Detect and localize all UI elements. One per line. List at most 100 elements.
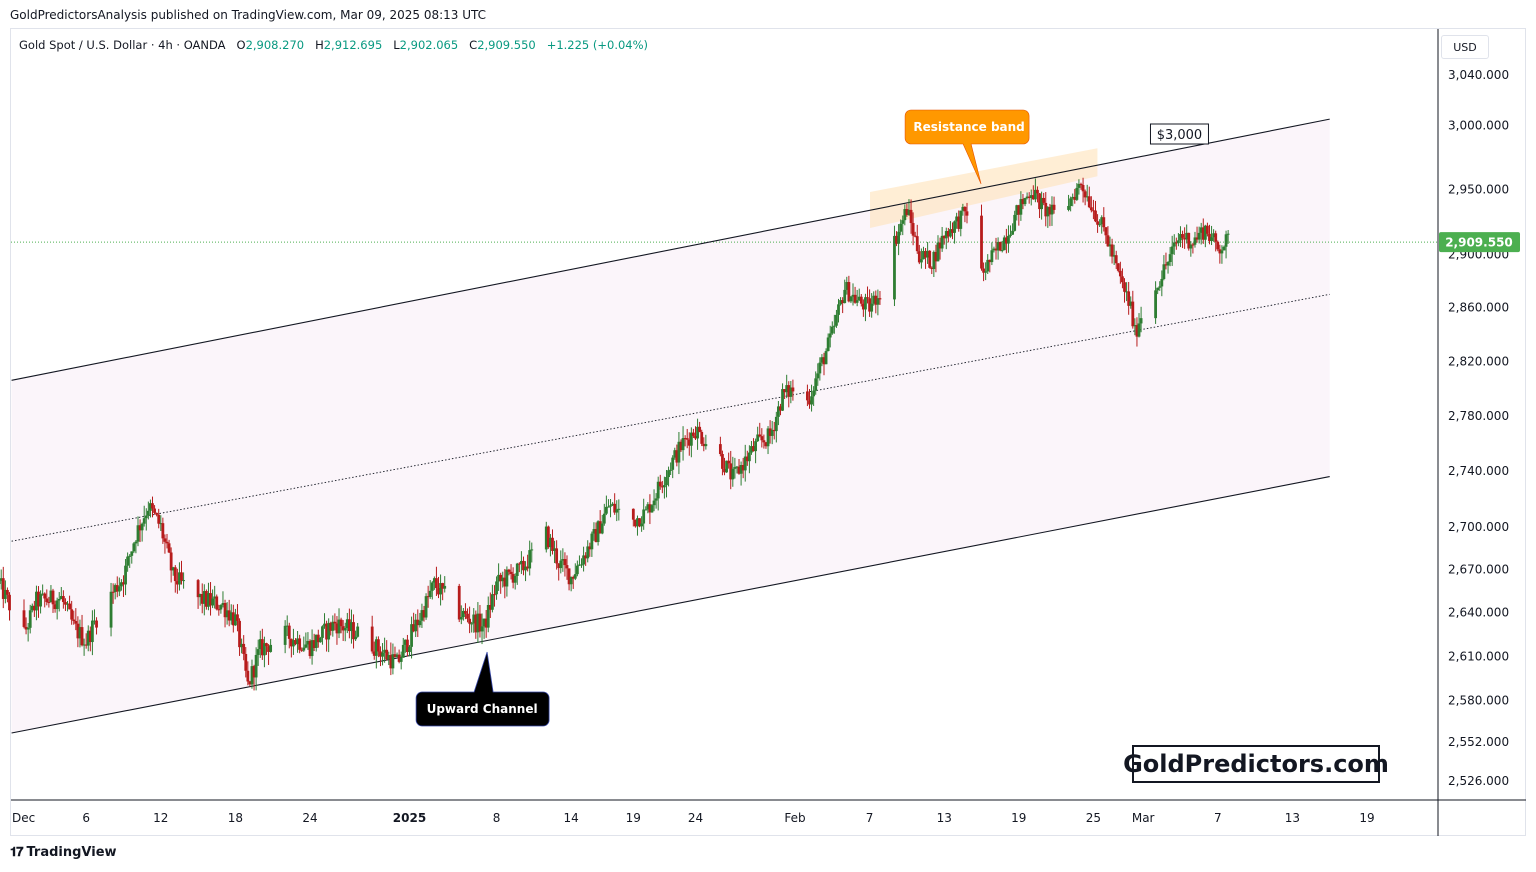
candle	[700, 429, 704, 447]
candle	[752, 438, 755, 452]
candle	[356, 622, 360, 638]
candle	[1106, 226, 1110, 247]
candle	[808, 389, 811, 409]
candle	[495, 576, 498, 600]
price-3000-label[interactable]: $3,000	[1149, 123, 1209, 145]
candle	[414, 613, 418, 638]
candle	[667, 466, 670, 487]
candle	[1098, 219, 1102, 228]
candle	[3, 580, 7, 604]
candle	[72, 610, 76, 625]
candle	[1019, 191, 1023, 221]
candle	[1201, 218, 1205, 244]
candle	[499, 572, 503, 594]
candle	[289, 638, 293, 658]
candle	[437, 576, 440, 599]
candle	[41, 584, 45, 596]
candle	[785, 374, 789, 399]
candle	[323, 613, 326, 629]
channel-upper[interactable]	[11, 118, 1330, 381]
candle	[350, 609, 353, 644]
candle	[750, 440, 753, 455]
candle	[1118, 261, 1122, 284]
candle	[663, 476, 666, 499]
candle	[399, 651, 403, 670]
candle	[1104, 227, 1108, 244]
candle	[812, 386, 816, 406]
candle	[165, 533, 169, 549]
candle	[723, 457, 726, 476]
candle	[766, 426, 770, 455]
channel-middle[interactable]	[11, 293, 1330, 542]
candle	[327, 618, 331, 653]
candle	[1195, 226, 1199, 243]
axes-layer: 3,040.0003,000.0002,950.0002,900.0002,86…	[11, 29, 1526, 836]
candle	[1197, 226, 1201, 244]
candle	[584, 552, 588, 566]
candle	[1154, 281, 1158, 324]
candle	[1179, 226, 1182, 248]
candle	[638, 518, 641, 528]
resistance-band-callout[interactable]: Resistance band	[904, 109, 1030, 185]
currency-button[interactable]: USD	[1441, 35, 1489, 59]
candle	[513, 573, 517, 590]
y-tick-label: 3,040.000	[1448, 68, 1509, 82]
candle	[84, 633, 88, 649]
candle	[1116, 263, 1120, 273]
candle	[480, 613, 484, 645]
candle	[155, 512, 159, 517]
candle	[934, 244, 938, 273]
candle	[258, 630, 262, 658]
candle	[1187, 232, 1191, 251]
candle	[51, 588, 55, 613]
candle	[816, 363, 820, 386]
channel-lower[interactable]	[11, 476, 1330, 734]
candle	[675, 444, 679, 467]
candle	[1156, 287, 1160, 295]
candle	[996, 237, 1000, 260]
candle	[1089, 196, 1093, 213]
candle	[772, 421, 776, 440]
candle	[1021, 193, 1025, 210]
candle	[163, 534, 167, 554]
candle	[924, 248, 927, 269]
x-tick-label: 7	[866, 811, 874, 825]
candle	[1170, 235, 1174, 266]
legend-close-label: C	[469, 38, 478, 52]
candle	[354, 630, 358, 641]
candle	[642, 498, 646, 530]
candle	[1166, 261, 1170, 274]
candle	[476, 602, 480, 644]
candle	[853, 286, 857, 304]
candle	[321, 625, 324, 645]
candle	[571, 575, 575, 589]
candle	[944, 227, 948, 250]
candle	[779, 403, 782, 416]
candle	[959, 210, 963, 237]
upward-channel-callout[interactable]: Upward Channel	[415, 651, 550, 727]
candle	[285, 615, 289, 636]
candle	[957, 210, 961, 232]
candle	[704, 434, 708, 450]
candle	[1052, 196, 1056, 214]
tradingview-logo[interactable]: 𝟏𝟕 TradingView	[10, 845, 117, 860]
candle	[660, 480, 664, 494]
candle	[791, 379, 795, 401]
candle	[992, 246, 996, 253]
candle	[1069, 196, 1073, 212]
candle	[217, 604, 221, 616]
candle	[1129, 296, 1133, 309]
candle	[461, 608, 465, 621]
candle	[936, 235, 940, 262]
candle	[1133, 318, 1137, 336]
candle	[238, 618, 241, 656]
candle	[814, 371, 818, 395]
candle	[613, 493, 617, 515]
candle	[260, 628, 264, 660]
y-tick-label: 2,526.000	[1448, 774, 1509, 788]
candle	[111, 583, 115, 604]
candle	[312, 633, 316, 652]
candle	[244, 647, 248, 678]
candle	[942, 235, 946, 245]
